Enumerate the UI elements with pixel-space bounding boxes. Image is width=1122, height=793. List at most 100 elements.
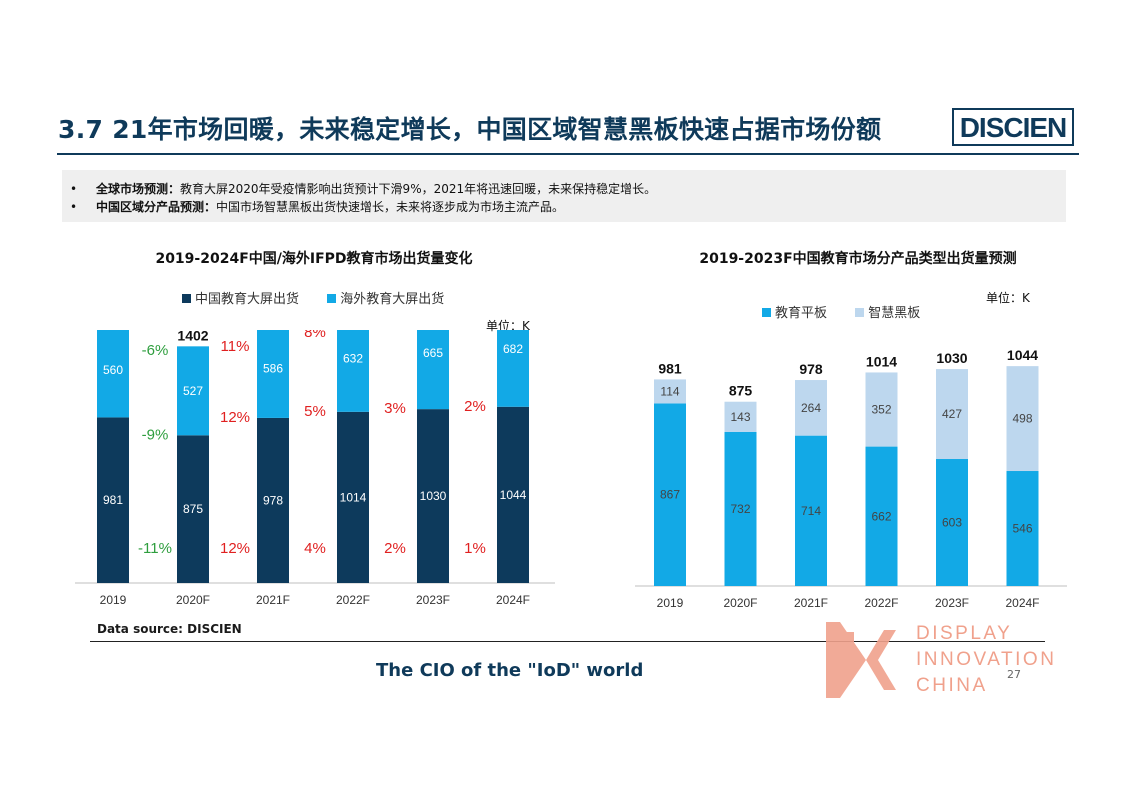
growth-label-overseas: 5% bbox=[304, 403, 326, 420]
bar-blackboard bbox=[865, 372, 898, 447]
value-label-china: 1044 bbox=[500, 488, 527, 502]
total-label: 978 bbox=[799, 361, 823, 377]
value-label-blackboard: 498 bbox=[1012, 412, 1032, 426]
data-source: Data source: DISCIEN bbox=[97, 622, 242, 636]
bar-blackboard bbox=[936, 369, 968, 460]
brand-line-3: CHINA bbox=[916, 675, 988, 696]
bar-tablet bbox=[654, 403, 686, 586]
total-label: 981 bbox=[658, 360, 682, 376]
growth-label-china: 1% bbox=[464, 540, 486, 557]
x-tick-label: 2019 bbox=[100, 593, 127, 607]
x-tick-label: 2022F bbox=[864, 596, 898, 610]
value-label-tablet: 603 bbox=[942, 516, 962, 530]
title-divider bbox=[57, 153, 1079, 155]
x-tick-label: 2021F bbox=[794, 596, 828, 610]
value-label-china: 1030 bbox=[420, 489, 447, 503]
brand-line-1: DISPLAY bbox=[916, 623, 1012, 644]
value-label-blackboard: 352 bbox=[871, 403, 891, 417]
footer-divider bbox=[90, 641, 1045, 642]
value-label-china: 978 bbox=[263, 493, 283, 507]
chart-1-title: 2019-2024F中国/海外IFPD教育市场出货量变化 bbox=[155, 251, 473, 267]
bar-overseas bbox=[417, 330, 449, 410]
legend-item-blackboard: 智慧黑板 bbox=[855, 306, 920, 321]
total-label: 875 bbox=[729, 383, 753, 399]
value-label-china: 1014 bbox=[340, 490, 367, 504]
value-label-tablet: 546 bbox=[1012, 522, 1032, 536]
value-label-blackboard: 143 bbox=[730, 410, 750, 424]
x-tick-label: 2024F bbox=[1005, 596, 1039, 610]
growth-label-china: 2% bbox=[384, 540, 406, 557]
x-tick-label: 2022F bbox=[336, 593, 370, 607]
legend-swatch bbox=[855, 308, 865, 317]
growth-label-total: 5% bbox=[384, 330, 406, 333]
total-label: 1030 bbox=[936, 350, 967, 366]
bar-blackboard bbox=[795, 380, 827, 436]
growth-label-overseas: -9% bbox=[142, 426, 169, 443]
x-tick-label: 2023F bbox=[935, 596, 969, 610]
value-label-tablet: 732 bbox=[730, 502, 750, 516]
value-label-tablet: 662 bbox=[871, 509, 891, 523]
value-label-blackboard: 114 bbox=[660, 384, 679, 398]
bar-tablet bbox=[795, 435, 827, 586]
growth-label-china: -11% bbox=[138, 540, 172, 557]
bar-overseas bbox=[257, 330, 289, 418]
summary-label: 全球市场预测： bbox=[96, 182, 181, 196]
value-label-overseas: 586 bbox=[263, 361, 283, 375]
bar-overseas bbox=[337, 330, 369, 412]
growth-label-china: 4% bbox=[304, 540, 326, 557]
value-label-blackboard: 264 bbox=[801, 401, 821, 415]
value-label-overseas: 527 bbox=[183, 384, 203, 398]
legend-item-china: 中国教育大屏出货 bbox=[182, 292, 299, 307]
display-innovation-china-logo: DISPLAY INNOVATION CHINA bbox=[826, 622, 1054, 698]
tagline: The CIO of the "IoD" world bbox=[376, 660, 644, 681]
bar-overseas bbox=[177, 346, 209, 436]
bar-tablet bbox=[724, 431, 757, 586]
bar-overseas bbox=[97, 330, 129, 418]
growth-label-overseas: 12% bbox=[220, 409, 250, 426]
growth-label-china: 12% bbox=[220, 540, 250, 557]
value-label-overseas: 560 bbox=[103, 363, 123, 377]
bar-china bbox=[497, 406, 529, 583]
summary-text: 中国市场智慧黑板出货快速增长，未来将逐步成为市场主流产品。 bbox=[216, 200, 565, 214]
total-label: 1044 bbox=[1007, 347, 1038, 363]
legend-swatch bbox=[182, 294, 191, 303]
bar-tablet bbox=[865, 446, 898, 586]
bar-blackboard bbox=[724, 401, 757, 432]
growth-label-total: 11% bbox=[221, 338, 250, 355]
summary-box: • 全球市场预测：教育大屏2020年受疫情影响出货预计下滑9%，2021年将迅速回… bbox=[62, 170, 1066, 222]
bar-china bbox=[257, 417, 289, 583]
value-label-overseas: 665 bbox=[423, 346, 443, 360]
summary-label: 中国区域分产品预测： bbox=[96, 200, 217, 214]
chart-2-title: 2019-2023F中国教育市场分产品类型出货量预测 bbox=[699, 251, 1017, 267]
x-tick-label: 2020F bbox=[176, 593, 210, 607]
page-number: 27 bbox=[1007, 668, 1021, 681]
total-label: 1014 bbox=[866, 353, 897, 369]
bar-blackboard bbox=[654, 379, 686, 404]
x-tick-label: 2024F bbox=[496, 593, 530, 607]
growth-label-overseas: 3% bbox=[384, 400, 406, 417]
bar-tablet bbox=[936, 459, 968, 586]
value-label-china: 981 bbox=[103, 493, 123, 507]
summary-line-2: • 中国区域分产品预测：中国市场智慧黑板出货快速增长，未来将逐步成为市场主流产品。 bbox=[70, 200, 565, 214]
legend-item-tablet: 教育平板 bbox=[762, 306, 827, 321]
chart-2-plot: 867 114 981 2019 732 143 875 2020F 714 264 978 2021… bbox=[635, 347, 1067, 610]
x-tick-label: 2023F bbox=[416, 593, 450, 607]
value-label-tablet: 867 bbox=[660, 488, 680, 502]
value-label-blackboard: 427 bbox=[942, 407, 962, 421]
growth-label-total: 8% bbox=[304, 330, 326, 341]
chart-2-legend: 教育平板 智慧黑板 bbox=[762, 302, 920, 321]
x-tick-label: 2021F bbox=[256, 593, 290, 607]
value-label-tablet: 714 bbox=[801, 504, 821, 518]
total-label: 1402 bbox=[177, 330, 208, 343]
bar-blackboard bbox=[1006, 366, 1039, 472]
bar-overseas bbox=[497, 330, 529, 407]
summary-text: 教育大屏2020年受疫情影响出货预计下滑9%，2021年将迅速回暖，未来保持稳定… bbox=[180, 182, 657, 196]
value-label-overseas: 632 bbox=[343, 351, 363, 365]
chart-1-legend: 中国教育大屏出货 海外教育大屏出货 bbox=[182, 288, 444, 307]
bar-china bbox=[417, 409, 449, 583]
bar-china bbox=[97, 417, 129, 583]
growth-label-overseas: 2% bbox=[464, 398, 486, 415]
logo-text: DISCIEN bbox=[960, 112, 1067, 143]
value-label-china: 875 bbox=[183, 502, 203, 516]
x-tick-label: 2020F bbox=[723, 596, 757, 610]
